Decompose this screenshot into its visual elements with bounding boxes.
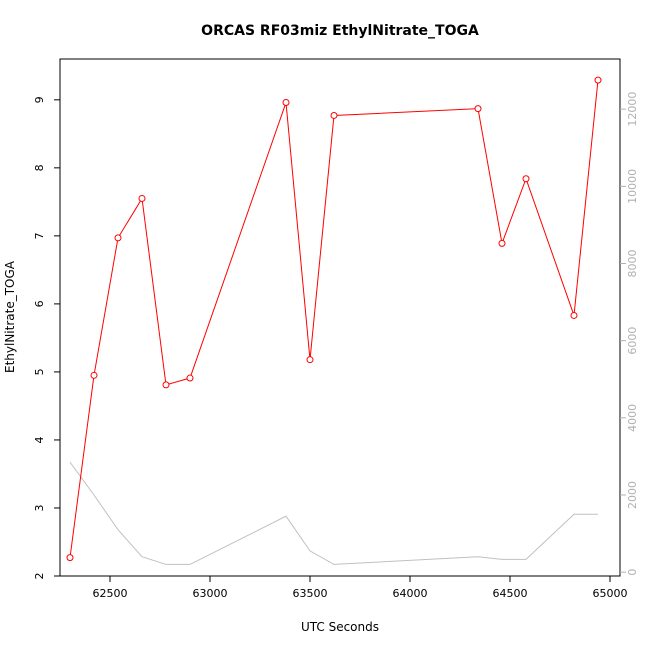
data-point: [570, 311, 578, 319]
secondary-series-line: [69, 461, 598, 565]
y-axis-right: 0 2000 4000 6000 8000 10000 12000: [620, 92, 639, 576]
series-layer: [66, 76, 602, 565]
data-point: [138, 194, 146, 202]
data-point: [522, 175, 530, 183]
y-tick-label: 7: [33, 232, 46, 239]
data-point: [306, 356, 314, 364]
x-tick-label: 64000: [393, 587, 428, 600]
x-tick-label: 63000: [193, 587, 228, 600]
y-tick-label: 4: [33, 436, 46, 443]
chart-title: ORCAS RF03miz EthylNitrate_TOGA: [201, 23, 479, 39]
x-tick-label: 62500: [93, 587, 128, 600]
y-axis-label: EthylNitrate_TOGA: [3, 260, 17, 373]
y2-tick-label: 8000: [626, 249, 639, 277]
y2-tick-label: 4000: [626, 404, 639, 432]
y2-tick-label: 10000: [626, 169, 639, 204]
data-point: [282, 99, 290, 107]
data-point: [114, 234, 122, 242]
plot-frame: [59, 58, 621, 577]
x-tick-label: 64500: [493, 587, 528, 600]
x-axis: 62500 63000 63500 64000 64500 65000: [93, 576, 628, 600]
y2-tick-label: 0: [626, 569, 639, 576]
y-tick-label: 8: [33, 164, 46, 171]
x-tick-label: 63500: [293, 587, 328, 600]
y-tick-label: 2: [33, 573, 46, 580]
data-point: [90, 371, 98, 379]
data-point: [594, 76, 602, 84]
x-tick-label: 65000: [593, 587, 628, 600]
data-point: [474, 105, 482, 113]
data-point: [162, 381, 170, 389]
y2-tick-label: 12000: [626, 92, 639, 127]
y2-tick-label: 6000: [626, 327, 639, 355]
data-point: [186, 374, 194, 382]
y-tick-label: 3: [33, 504, 46, 511]
y-tick-label: 6: [33, 300, 46, 307]
y-axis-left: 2 3 4 5 6 7 8 9: [33, 96, 60, 580]
y-tick-label: 9: [33, 96, 46, 103]
y-tick-label: 5: [33, 368, 46, 375]
data-point: [330, 111, 338, 119]
primary-series-line: [69, 80, 599, 558]
x-axis-label: UTC Seconds: [301, 620, 379, 634]
data-point: [66, 554, 74, 562]
data-point: [498, 239, 506, 247]
y2-tick-label: 2000: [626, 481, 639, 509]
